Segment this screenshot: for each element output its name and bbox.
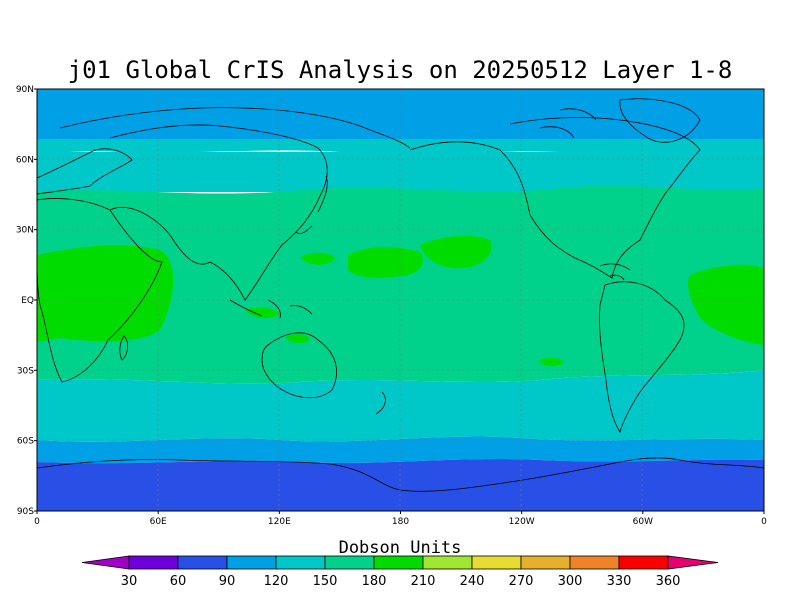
lat-label: EQ xyxy=(21,296,34,306)
lat-label: 30N xyxy=(16,226,34,236)
coast-south-america xyxy=(599,281,685,433)
colorbar-swatch xyxy=(422,555,473,570)
high-ozone-pacific-central xyxy=(420,235,492,269)
colorbar-label: 60 xyxy=(170,574,187,589)
colorbar-swatch xyxy=(569,555,620,570)
coast-caribbean xyxy=(599,263,631,281)
colorbar-swatch xyxy=(373,555,424,570)
lon-label: 180 xyxy=(392,517,409,527)
colorbar-label: 240 xyxy=(460,574,485,589)
band-polar-north xyxy=(37,89,764,139)
map-area xyxy=(37,89,764,511)
colorbar-swatch xyxy=(324,555,375,570)
colorbar-swatch xyxy=(618,555,669,570)
lon-label: 60E xyxy=(150,517,167,527)
coast-madagascar xyxy=(119,335,128,361)
coast-arctic xyxy=(59,107,411,149)
longitude-labels: 0 60E 120E 180 120W 60W 0 xyxy=(34,517,767,527)
lat-label: 90N xyxy=(16,85,34,95)
lat-label: 60N xyxy=(16,155,34,165)
high-ozone-atlantic xyxy=(688,264,764,345)
colorbar-swatch xyxy=(128,555,179,570)
colorbar-under-arrow xyxy=(81,555,130,570)
high-ozone-africa xyxy=(37,245,174,342)
colorbar-swatch xyxy=(275,555,326,570)
coast-greenland xyxy=(619,98,701,143)
lat-label: 60S xyxy=(17,437,34,447)
colorbar-label: 210 xyxy=(411,574,436,589)
colorbar xyxy=(81,555,719,570)
high-ozone-coral-sea xyxy=(285,334,310,344)
colorbar-label: 270 xyxy=(509,574,534,589)
colorbar-label: 30 xyxy=(121,574,138,589)
coast-australia xyxy=(261,332,337,399)
high-ozone-indonesia xyxy=(245,307,280,319)
colorbar-label: 150 xyxy=(313,574,338,589)
lon-label: 0 xyxy=(34,517,40,527)
lon-label: 120W xyxy=(509,517,535,527)
colorbar-label: 180 xyxy=(362,574,387,589)
band-midlat-south xyxy=(37,370,764,442)
colorbar-label: 90 xyxy=(219,574,236,589)
band-midlat-north xyxy=(37,152,764,192)
colorbar-swatch xyxy=(177,555,228,570)
band-tropics xyxy=(37,185,764,384)
coast-new-zealand xyxy=(375,391,386,415)
lon-label: 0 xyxy=(761,517,767,527)
coast-indonesia xyxy=(229,299,313,319)
colorbar-title: Dobson Units xyxy=(339,538,462,558)
lat-label: 30S xyxy=(17,366,34,376)
coast-antarctica xyxy=(37,457,764,492)
colorbar-labels: 30 60 90 120 150 180 210 240 270 300 330 360 xyxy=(121,574,681,589)
colorbar-label: 330 xyxy=(607,574,632,589)
coast-north-america xyxy=(409,117,701,279)
high-ozone-south-pacific xyxy=(538,357,564,367)
colorbar-swatch xyxy=(226,555,277,570)
coast-europe xyxy=(37,148,133,195)
high-ozone-pacific-west xyxy=(348,247,424,278)
colorbar-label: 360 xyxy=(656,574,681,589)
colorbar-label: 120 xyxy=(264,574,289,589)
lon-label: 60W xyxy=(633,517,653,527)
colorbar-swatch xyxy=(471,555,522,570)
colorbar-label: 300 xyxy=(558,574,583,589)
band-subpolar-south xyxy=(37,436,764,464)
colorbar-over-arrow xyxy=(667,555,719,570)
lat-label: 90S xyxy=(17,507,34,517)
axis-ticks xyxy=(34,88,765,514)
band-polar-south xyxy=(37,459,764,511)
band-subpolar-north xyxy=(37,139,764,155)
latitude-labels: 90N 60N 30N EQ 30S 60S 90S xyxy=(16,85,34,517)
lon-label: 120E xyxy=(268,517,291,527)
coast-asia xyxy=(109,124,328,301)
coastlines xyxy=(37,98,764,492)
map-gridlines xyxy=(37,89,764,511)
colorbar-swatch xyxy=(520,555,571,570)
high-ozone-philippines xyxy=(300,252,335,265)
map-title: j01 Global CrIS Analysis on 20250512 Lay… xyxy=(68,56,733,84)
coast-japan xyxy=(295,175,328,234)
coast-arctic-islands xyxy=(539,108,597,139)
